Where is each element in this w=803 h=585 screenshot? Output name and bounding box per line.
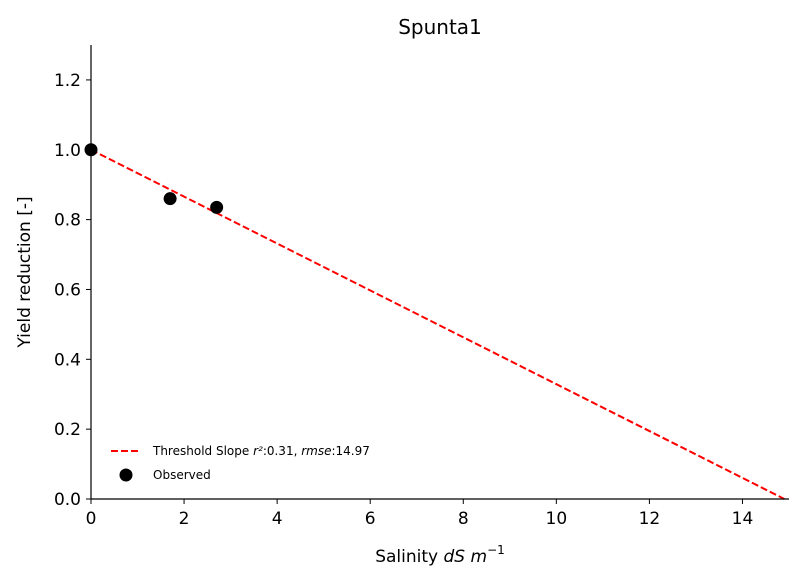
x-tick-label: 8 (458, 509, 469, 529)
legend-rmse-value: :14.97 (331, 444, 369, 458)
x-tick-label: 2 (179, 509, 190, 529)
x-tick-label: 14 (732, 509, 754, 529)
threshold-slope-line (90, 148, 785, 500)
y-axis-label: Yield reduction [-] (15, 196, 35, 348)
y-tick-label: 0.6 (54, 280, 81, 300)
legend-line-name: Threshold Slope (152, 444, 253, 458)
y-tick-label: 0.2 (54, 420, 81, 440)
plot-area (84, 143, 785, 500)
y-tick-label: 0.0 (54, 490, 81, 510)
legend: Threshold Slope r²:0.31, rmse:14.97 Obse… (111, 444, 370, 482)
legend-line-label: Threshold Slope r²:0.31, rmse:14.97 (152, 444, 370, 458)
x-tick-label: 4 (272, 509, 283, 529)
y-tick-label: 1.2 (54, 71, 81, 91)
chart-title: Spunta1 (398, 15, 482, 39)
x-axis-label-prefix: Salinity (375, 547, 443, 567)
observed-point (163, 192, 177, 206)
x-ticks: 0 2 4 6 8 10 12 14 (86, 499, 754, 529)
legend-rmse-symbol: rmse (301, 444, 331, 458)
legend-r2-value: :0.31, (263, 444, 301, 458)
x-axis-label-exponent: −1 (487, 543, 505, 557)
x-axis-label-unit: dS m (444, 547, 488, 567)
observed-point (210, 200, 224, 214)
legend-marker-label: Observed (153, 468, 211, 482)
y-tick-label: 0.8 (54, 211, 81, 231)
y-tick-label: 1.0 (54, 141, 81, 161)
y-tick-label: 0.4 (54, 350, 81, 370)
x-axis-label: Salinity dS m−1 (375, 543, 505, 567)
x-tick-label: 6 (365, 509, 376, 529)
legend-marker-swatch (119, 468, 133, 482)
x-tick-label: 0 (86, 509, 97, 529)
x-tick-label: 12 (639, 509, 661, 529)
y-ticks: 0.0 0.2 0.4 0.6 0.8 1.0 1.2 (54, 71, 91, 510)
legend-r2-symbol: r² (253, 444, 263, 458)
x-tick-label: 10 (546, 509, 568, 529)
